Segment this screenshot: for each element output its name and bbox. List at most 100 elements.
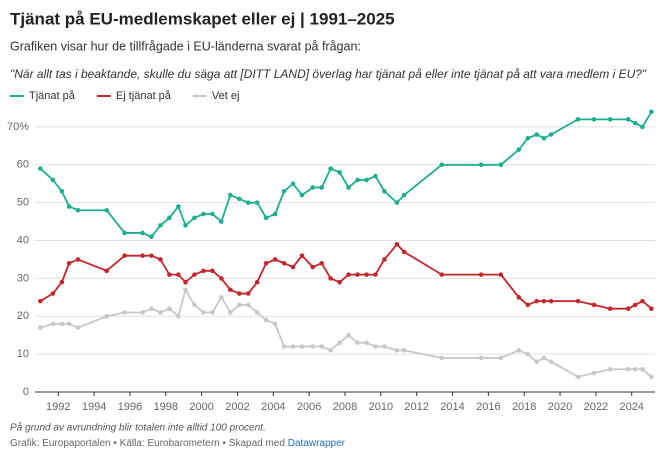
x-tick-label: 2020 <box>548 401 572 413</box>
data-point <box>66 321 72 327</box>
source-link[interactable]: Datawrapper <box>288 438 346 449</box>
data-point <box>382 189 387 194</box>
x-tick-label: 1998 <box>154 401 178 413</box>
data-point <box>183 279 188 285</box>
data-point <box>541 298 547 304</box>
data-point <box>263 260 269 266</box>
data-point <box>394 242 400 247</box>
y-tick-label: 20 <box>17 310 29 322</box>
data-point <box>541 355 547 361</box>
data-point <box>50 291 56 296</box>
data-point <box>478 162 484 168</box>
y-tick-label: 60 <box>17 159 29 171</box>
x-tick-label: 2000 <box>189 401 213 413</box>
data-point <box>254 279 260 285</box>
y-tick-label: 40 <box>17 234 29 246</box>
legend-label: Tjänat på <box>29 90 76 102</box>
legend-label: Ej tjänat på <box>116 90 172 102</box>
data-point <box>59 279 65 285</box>
data-point <box>149 306 154 311</box>
data-point <box>632 120 638 126</box>
data-point <box>299 253 305 258</box>
data-point <box>281 189 287 194</box>
data-point <box>625 306 631 311</box>
data-point <box>346 185 351 190</box>
data-point <box>272 211 278 217</box>
data-point <box>310 185 316 190</box>
data-point <box>394 348 400 353</box>
data-point <box>478 272 484 277</box>
x-tick-label: 1996 <box>118 401 142 413</box>
subtitle: Grafiken visar hur de tillfrågade i EU-l… <box>10 39 361 53</box>
data-point <box>50 321 56 327</box>
data-point <box>228 192 233 198</box>
x-tick-label: 1994 <box>82 401 106 413</box>
data-point <box>364 340 369 346</box>
data-point <box>498 162 504 168</box>
data-point <box>176 272 181 277</box>
data-point <box>373 272 378 277</box>
data-point <box>337 170 342 175</box>
data-point <box>401 249 407 255</box>
y-tick-label: 10 <box>17 348 29 360</box>
data-point <box>158 223 163 228</box>
data-point <box>254 200 260 205</box>
data-point <box>382 344 387 349</box>
data-point <box>192 302 197 308</box>
y-tick-label: 0 <box>23 386 29 398</box>
data-point <box>319 260 325 266</box>
data-point <box>158 310 163 315</box>
data-point <box>290 264 296 270</box>
data-point <box>75 325 81 330</box>
data-point <box>219 219 224 224</box>
data-point <box>355 340 360 346</box>
data-point <box>337 279 342 285</box>
legend-label: Vet ej <box>212 90 240 102</box>
data-point <box>625 366 631 372</box>
x-tick-label: 2010 <box>369 401 393 413</box>
x-tick-label: 2016 <box>476 401 500 413</box>
data-point <box>219 276 224 281</box>
data-point <box>394 200 400 205</box>
series-line <box>40 287 652 378</box>
x-tick-label: 2014 <box>440 401 464 413</box>
series-line <box>39 242 652 310</box>
data-point <box>38 298 43 304</box>
data-point <box>59 321 65 327</box>
data-point <box>272 321 278 327</box>
data-point <box>310 264 316 270</box>
data-point <box>38 166 43 171</box>
data-point <box>575 298 581 304</box>
data-point <box>373 344 378 349</box>
data-point <box>525 135 531 141</box>
data-point <box>649 306 654 311</box>
data-point <box>516 348 522 353</box>
x-tick-label: 2018 <box>512 401 536 413</box>
data-point <box>346 272 351 277</box>
x-tick-label: 2012 <box>404 401 428 413</box>
note: På grund av avrundning blir totalen inte… <box>10 422 266 434</box>
data-point <box>167 272 172 277</box>
data-point <box>201 268 206 274</box>
data-point <box>245 302 251 308</box>
data-point <box>59 189 65 194</box>
data-point <box>328 276 333 281</box>
data-point <box>38 325 43 330</box>
data-point <box>382 257 387 262</box>
data-point <box>534 359 540 365</box>
data-point <box>192 272 197 277</box>
data-point <box>201 310 206 315</box>
data-point <box>591 302 597 308</box>
data-point <box>346 332 351 338</box>
data-point <box>210 310 215 315</box>
data-point <box>158 257 163 262</box>
data-point <box>272 257 278 262</box>
data-point <box>364 177 369 183</box>
data-point <box>299 192 305 198</box>
y-tick-label: 30 <box>17 272 29 284</box>
data-point <box>140 310 145 315</box>
data-point <box>328 348 333 353</box>
data-point <box>607 117 613 122</box>
source-text: Grafik: Europaportalen • Källa: Eurobaro… <box>10 438 285 449</box>
